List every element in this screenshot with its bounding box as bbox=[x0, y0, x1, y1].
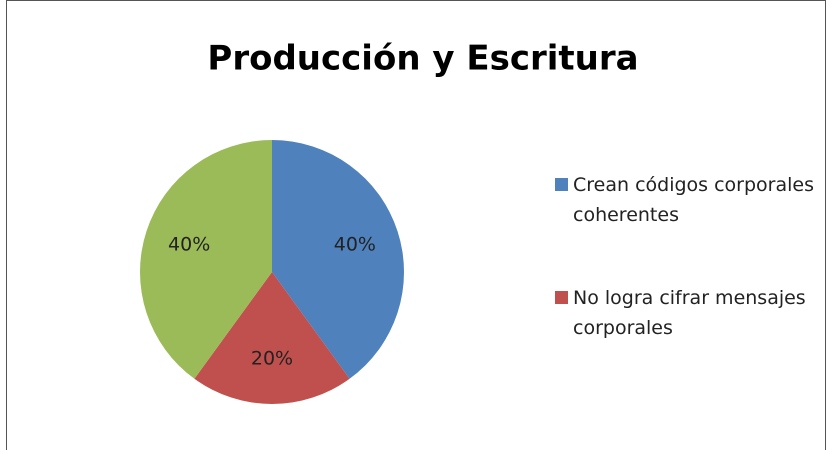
legend-label: No logra cifrar mensajes corporales bbox=[573, 287, 806, 339]
legend-label: Crean códigos corporales coherentes bbox=[573, 174, 814, 226]
data-label: 40% bbox=[168, 234, 210, 256]
pie-slice bbox=[194, 272, 350, 404]
pie-slice bbox=[140, 140, 272, 379]
chart-title: Producción y Escritura bbox=[207, 39, 638, 79]
legend-swatch bbox=[555, 178, 568, 191]
chart-frame bbox=[6, 0, 826, 450]
pie-slice bbox=[272, 140, 404, 379]
data-label: 40% bbox=[334, 234, 376, 256]
legend-swatch bbox=[555, 291, 568, 304]
data-label: 20% bbox=[251, 348, 293, 370]
